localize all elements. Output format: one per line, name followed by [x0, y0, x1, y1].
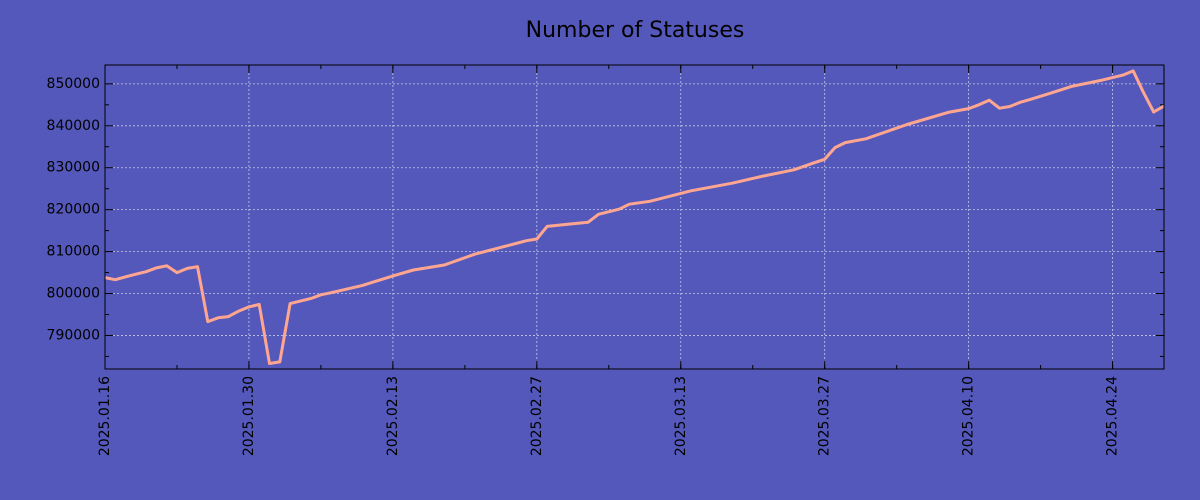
- y-tick-label: 800000: [47, 286, 100, 302]
- y-tick-label: 840000: [47, 118, 100, 134]
- x-tick-label: 2025.01.16: [97, 376, 113, 456]
- grid-lines: [104, 65, 1164, 369]
- y-tick-label: 830000: [47, 160, 100, 176]
- x-tick-label: 2025.03.13: [673, 376, 689, 456]
- x-tick-label: 2025.02.27: [529, 376, 545, 456]
- x-tick-label: 2025.01.30: [241, 376, 257, 456]
- y-tick-label: 790000: [47, 327, 100, 343]
- chart-title: Number of Statuses: [526, 18, 745, 43]
- x-tick-label: 2025.04.10: [961, 376, 977, 456]
- y-axis-labels: 790000 800000 810000 820000 830000 840000 8500…: [47, 76, 100, 344]
- y-tick-label: 850000: [47, 76, 100, 92]
- x-tick-label: 2025.04.24: [1105, 376, 1121, 456]
- x-tick-label: 2025.03.27: [817, 376, 833, 456]
- x-axis-labels: 2025.01.16 2025.01.30 2025.02.13 2025.02.27…: [97, 376, 1121, 456]
- series-line: [104, 69, 1165, 365]
- y-tick-label: 820000: [47, 202, 100, 218]
- plot-frame: [104, 64, 1165, 370]
- y-tick-label: 810000: [47, 244, 100, 260]
- x-tick-label: 2025.02.13: [385, 376, 401, 456]
